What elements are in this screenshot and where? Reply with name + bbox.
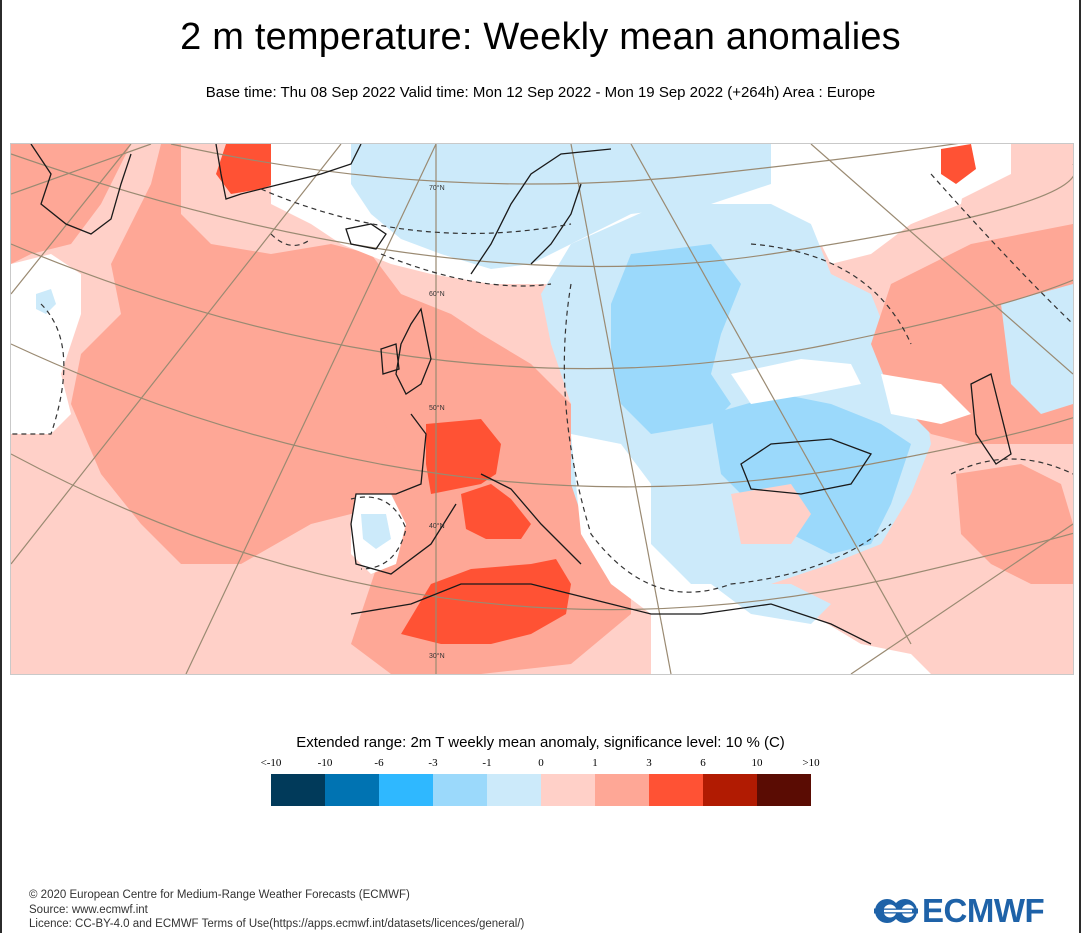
- coastline-france-iberia: [350, 413, 457, 575]
- graticule-labels: 70°N 60°N 50°N 40°N 30°N: [429, 184, 445, 660]
- footer-copyright: © 2020 European Centre for Medium-Range …: [29, 889, 410, 901]
- significance-contour: [563, 283, 892, 593]
- significance-contour: [350, 496, 407, 570]
- coastline-ireland: [380, 343, 400, 375]
- legend-swatch: [487, 774, 541, 806]
- coastline-iceland: [345, 223, 387, 250]
- graticule-lat-60: [11, 153, 1073, 268]
- anomaly-region-colder-east-europe: [611, 244, 741, 434]
- anomaly-region-cool-labrador: [36, 289, 56, 314]
- significance-contour: [11, 303, 65, 435]
- anomaly-region-warm-turkey: [731, 484, 811, 544]
- legend-tick-label: -10: [317, 757, 333, 769]
- legend-tick-label: -3: [428, 757, 438, 769]
- anomaly-region-neutral-northeast: [771, 144, 971, 264]
- significance-contour: [380, 253, 552, 287]
- legend-tick-label: 0: [538, 757, 544, 769]
- graticule-meridian: [630, 144, 912, 645]
- coastline-italy: [480, 473, 582, 565]
- anomaly-region-hot-north-africa: [401, 559, 571, 644]
- graticule-label-50: 50°N: [429, 404, 445, 412]
- legend-tick-label: 6: [700, 757, 706, 769]
- anomaly-region-neutral-balkans: [571, 434, 691, 614]
- footer-credits: © 2020 European Centre for Medium-Range …: [29, 888, 524, 932]
- ecmwf-logo[interactable]: ECMWF: [874, 892, 1045, 929]
- graticule-meridian: [810, 144, 1073, 375]
- graticule-label-70: 70°N: [429, 184, 445, 192]
- legend-tick-labels: <-10 -10 -6 -3 -1 0 1 3 6 10 >10: [260, 757, 822, 771]
- anomaly-region-neutral-caucasus: [881, 374, 971, 424]
- graticule-meridian: [850, 523, 1073, 674]
- coastline-east-med: [610, 603, 872, 645]
- legend-swatch: [325, 774, 379, 806]
- footer-licence: Licence: CC-BY-4.0 and ECMWF Terms of Us…: [29, 918, 525, 930]
- legend-swatch: [757, 774, 811, 806]
- left-page-border: [0, 0, 2, 933]
- significance-contour: [270, 233, 312, 246]
- graticule-label-30: 30°N: [429, 652, 445, 660]
- graticule-label-60: 60°N: [429, 290, 445, 298]
- graticule-lat-50: [11, 224, 1073, 370]
- legend-swatch: [595, 774, 649, 806]
- anomaly-region-hot-urals: [941, 144, 976, 184]
- anomaly-region-neutral-levant: [651, 584, 931, 674]
- legend-swatch: [541, 774, 595, 806]
- significance-contour: [260, 188, 572, 235]
- anomaly-region-cool-kazakh: [1001, 284, 1073, 414]
- ecmwf-logo-text: ECMWF: [922, 892, 1045, 929]
- legend-tick-label: 1: [592, 757, 598, 769]
- right-page-border: [1079, 0, 1081, 933]
- legend-swatch: [433, 774, 487, 806]
- anomaly-region-hot-tyrrhenian: [461, 484, 531, 539]
- significance-contour: [930, 173, 1073, 325]
- coastline-caspian: [970, 373, 1012, 465]
- coastline-labrador: [30, 144, 132, 235]
- legend-swatch: [379, 774, 433, 806]
- legend-swatch: [271, 774, 325, 806]
- significance-contour: [750, 243, 912, 345]
- legend-tick-label: >10: [802, 757, 820, 769]
- coastline-black-sea: [740, 438, 872, 495]
- map-canvas: 70°N 60°N 50°N 40°N 30°N: [11, 144, 1073, 674]
- legend-tick-label: 3: [646, 757, 652, 769]
- legend-swatch: [649, 774, 703, 806]
- anomaly-region-neutral-labrador: [11, 254, 81, 434]
- legend-tick-label: -1: [482, 757, 492, 769]
- legend-swatch: [703, 774, 757, 806]
- graticule-meridian: [11, 144, 342, 565]
- graticule-meridian: [11, 144, 132, 295]
- anomaly-region-cool-nordic: [351, 144, 771, 269]
- footer-source: Source: www.ecmwf.int: [29, 903, 148, 916]
- anomaly-map[interactable]: 70°N 60°N 50°N 40°N 30°N: [10, 143, 1074, 675]
- chart-title: 2 m temperature: Weekly mean anomalies: [180, 16, 901, 58]
- anomaly-region-warm-atlantic-west: [11, 144, 131, 264]
- coastlines: [30, 144, 1012, 645]
- legend-tick-label: 10: [751, 757, 763, 769]
- significance-contours: [11, 173, 1073, 593]
- coastline-scandinavia: [470, 148, 612, 275]
- chart-subtitle: Base time: Thu 08 Sep 2022 Valid time: M…: [205, 84, 876, 101]
- graticule-label-40: 40°N: [429, 522, 445, 530]
- graticule-lat-40: [11, 334, 1073, 488]
- coastline-north-africa: [350, 583, 612, 615]
- anomaly-region-neutral-ukraine: [731, 359, 861, 404]
- legend-tick-label: -6: [374, 757, 384, 769]
- legend-color-bar: [271, 774, 811, 806]
- graticule-meridian: [11, 144, 152, 195]
- graticule-lat-30: [11, 453, 1073, 611]
- ecmwf-logo-icon: [874, 899, 918, 923]
- graticule-meridian: [185, 144, 437, 674]
- legend-title: Extended range: 2m T weekly mean anomaly…: [296, 734, 785, 751]
- coastline-british-isles: [395, 307, 432, 395]
- significance-contour: [950, 458, 1073, 475]
- anomaly-region-warm-iran: [956, 464, 1073, 584]
- legend-tick-label: <-10: [260, 757, 282, 769]
- anomaly-region-cool-iberia: [361, 514, 391, 549]
